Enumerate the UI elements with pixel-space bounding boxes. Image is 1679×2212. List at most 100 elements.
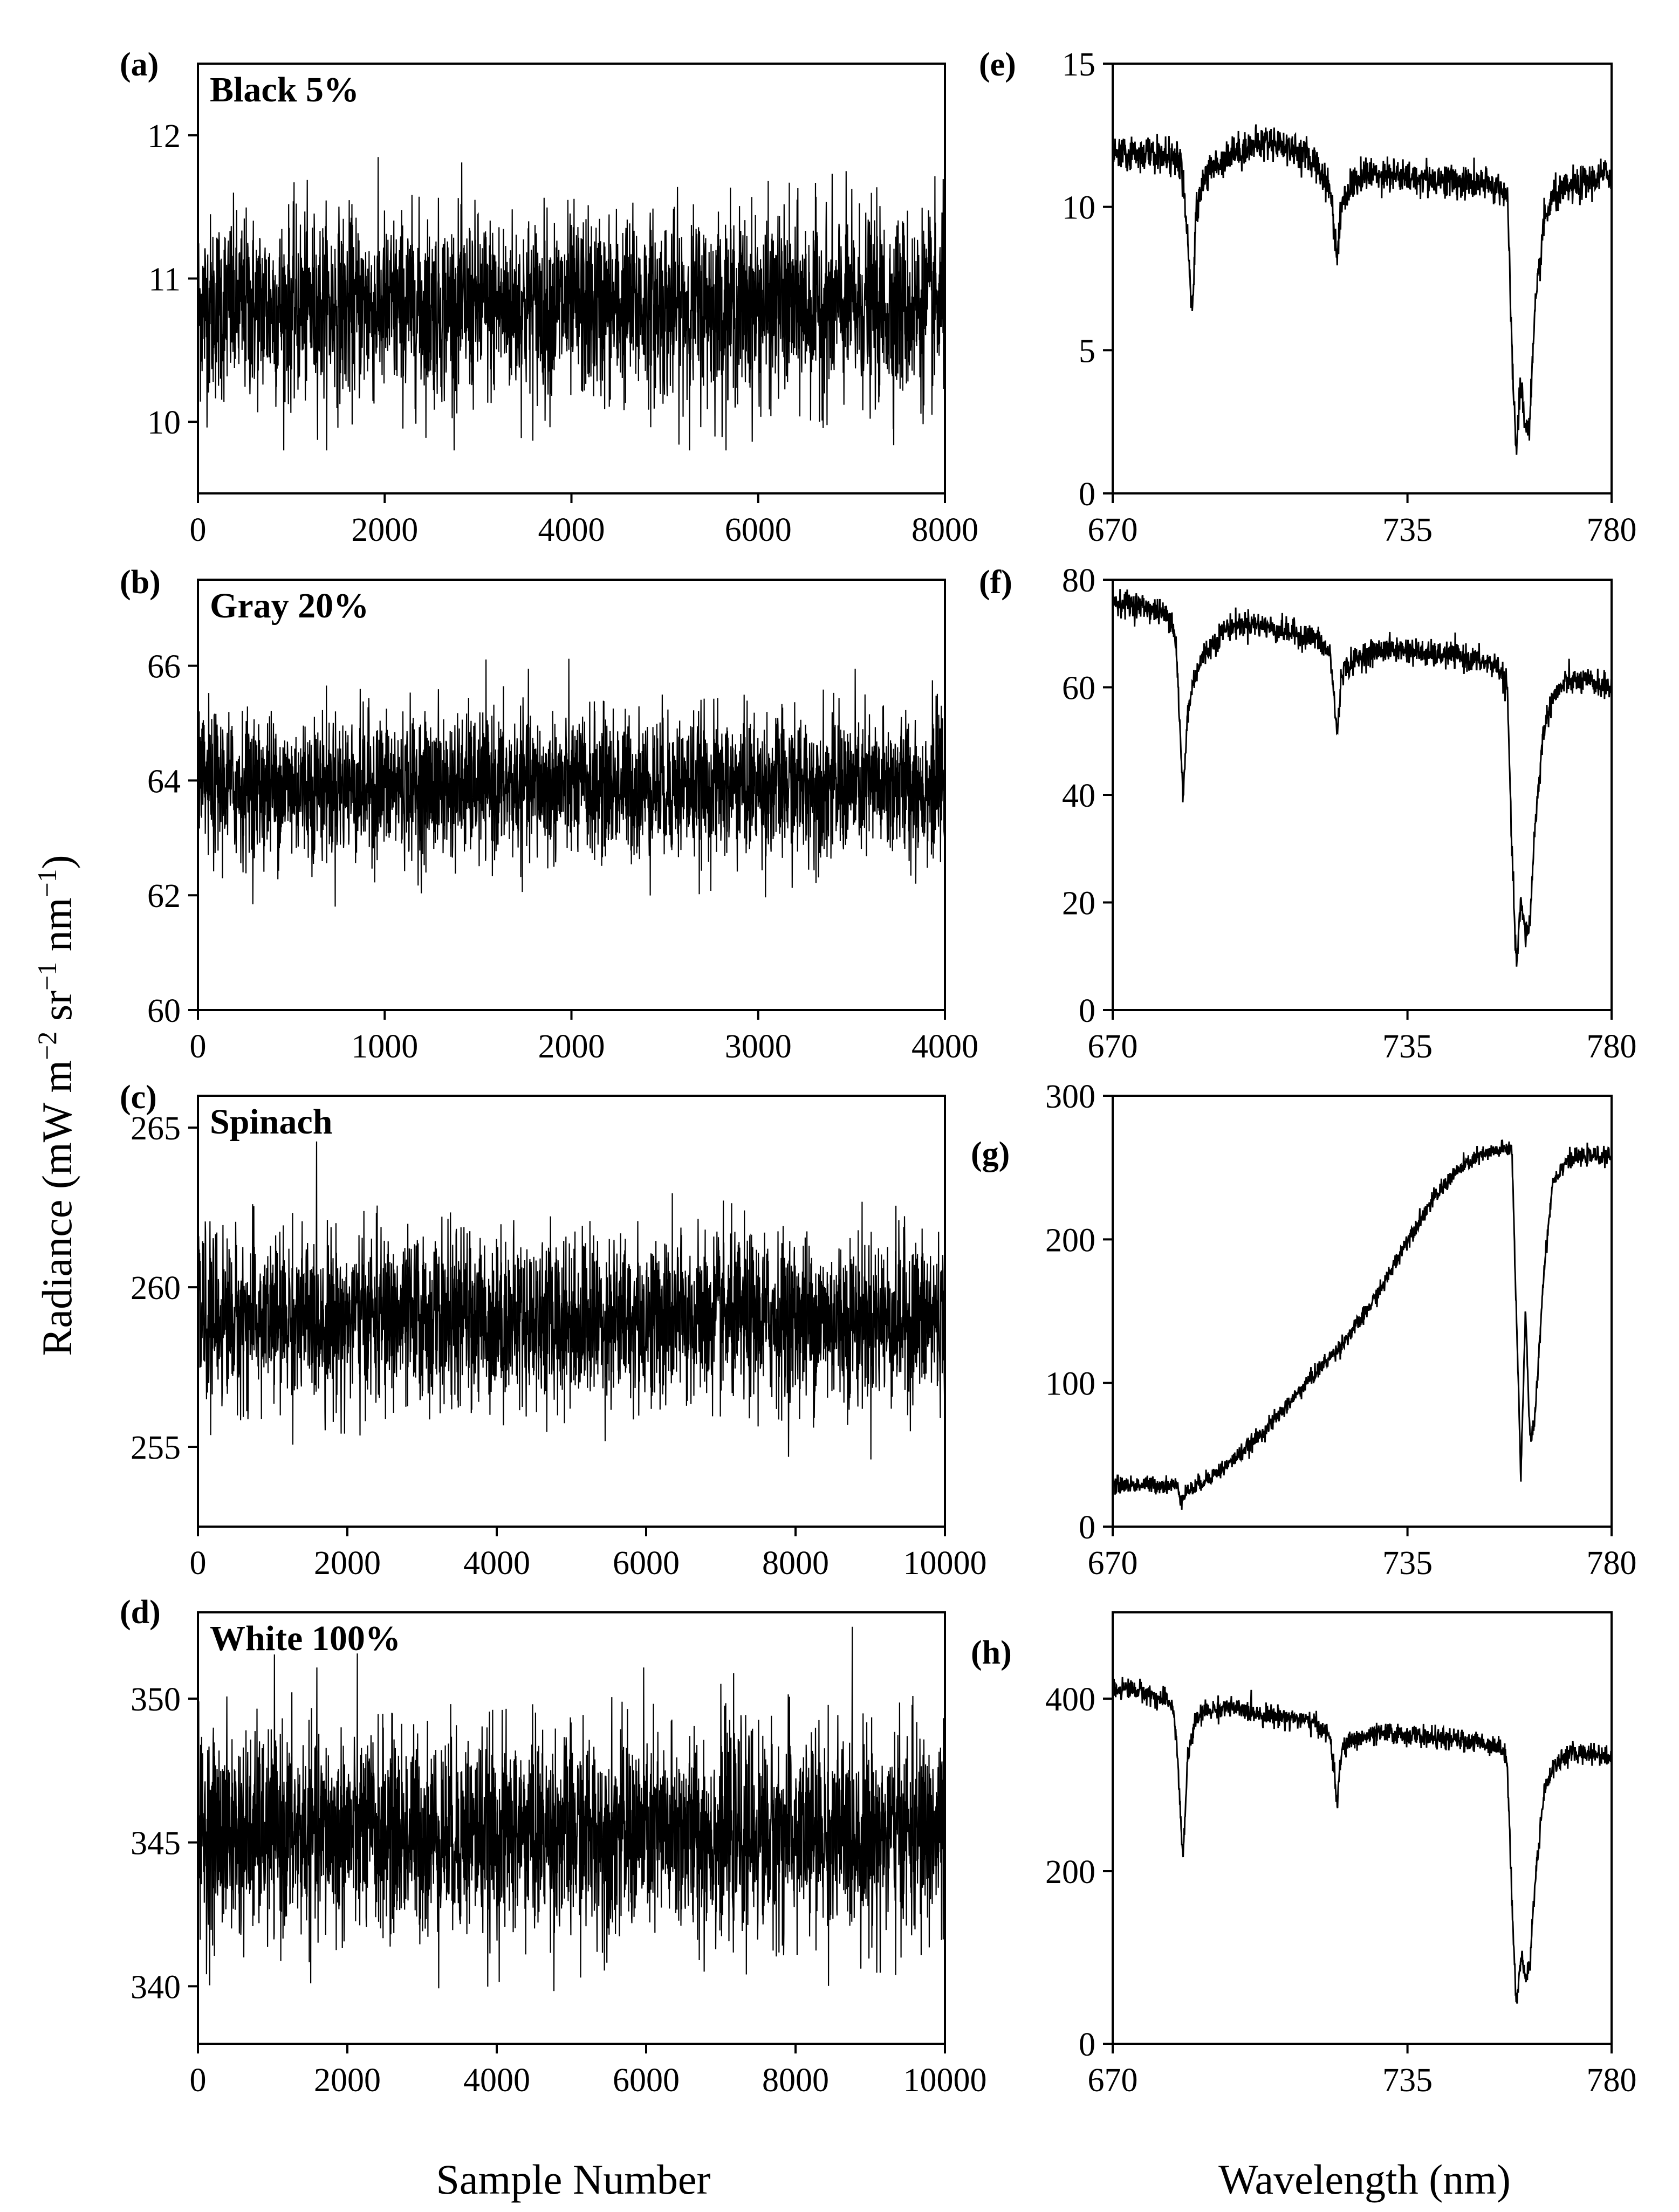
y-tick-label: 10 <box>147 404 181 441</box>
x-tick-label: 0 <box>190 512 207 548</box>
y-tick-label: 260 <box>131 1270 181 1307</box>
y-tick-label: 12 <box>147 118 181 155</box>
y-tick-label: 80 <box>1062 562 1095 599</box>
panel-letter: (h) <box>971 1634 1012 1671</box>
sample-label: Gray 20% <box>210 586 369 626</box>
y-label-main: Radiance (mW m <box>33 1060 80 1356</box>
y-tick-label: 350 <box>131 1681 181 1718</box>
y-label-sup-1: −2 <box>32 1032 62 1060</box>
x-tick-label: 10000 <box>903 2062 987 2099</box>
panel-b: 0 1000 2000 3000 4000 60 62 64 66 (b) Gray 20% <box>120 564 978 1065</box>
x-tick-label: 2000 <box>314 2062 381 2099</box>
x-tick-label: 670 <box>1088 1545 1138 1582</box>
y-tick-label: 0 <box>1079 993 1095 1029</box>
sample-label: Spinach <box>210 1102 332 1142</box>
x-tick-label: 6000 <box>725 512 792 548</box>
y-tick-label: 66 <box>147 649 181 685</box>
y-tick-label: 11 <box>148 262 181 298</box>
x-tick-label: 4000 <box>912 1028 978 1065</box>
x-tick-label: 670 <box>1088 1028 1138 1065</box>
panel-letter: (c) <box>120 1079 157 1116</box>
sample-label: Black 5% <box>210 70 359 109</box>
series-line <box>198 157 945 451</box>
x-tick-label: 6000 <box>613 2062 680 2099</box>
x-label-sample-number: Sample Number <box>436 2156 710 2203</box>
x-tick-label: 3000 <box>725 1028 792 1065</box>
y-tick-label: 15 <box>1062 46 1095 83</box>
x-tick-label: 4000 <box>538 512 605 548</box>
axes-frame <box>1112 1095 1613 1528</box>
y-tick-label: 255 <box>131 1430 181 1466</box>
y-tick-label: 60 <box>147 993 181 1029</box>
x-tick-label: 780 <box>1587 1028 1637 1065</box>
x-tick-label: 0 <box>190 1028 207 1065</box>
x-tick-label: 0 <box>190 2062 207 2099</box>
series-line <box>1113 1139 1612 1510</box>
x-tick-label: 8000 <box>762 1545 829 1582</box>
y-tick-label: 100 <box>1045 1366 1095 1403</box>
x-tick-label: 670 <box>1088 512 1138 548</box>
y-tick-label: 0 <box>1079 2026 1095 2063</box>
panel-letter: (f) <box>979 564 1012 601</box>
panel-f: 670 735 780 0 20 40 60 80 (f) <box>979 562 1637 1065</box>
shared-y-label: Radiance (mW m−2 sr−1 nm−1) <box>32 855 80 1356</box>
panel-d: 0 2000 4000 6000 8000 10000 340 345 350 (d) White … <box>120 1594 987 2099</box>
x-tick-label: 735 <box>1382 1545 1433 1582</box>
x-tick-label: 780 <box>1587 512 1637 548</box>
series-line <box>198 1141 945 1460</box>
series-line <box>1113 1677 1612 2004</box>
axes-frame <box>197 1611 946 2045</box>
x-tick-label: 735 <box>1382 512 1433 548</box>
axes-frame <box>1112 1611 1613 2045</box>
panel-letter: (b) <box>120 564 161 601</box>
y-label-sup-3: −1 <box>32 869 62 897</box>
x-tick-label: 6000 <box>613 1545 680 1582</box>
x-tick-label: 4000 <box>463 2062 530 2099</box>
x-tick-label: 780 <box>1587 1545 1637 1582</box>
x-tick-label: 8000 <box>912 512 978 548</box>
panel-h: 670 735 780 0 200 400 (h) <box>971 1611 1637 2099</box>
y-tick-label: 40 <box>1062 778 1095 814</box>
y-tick-label: 62 <box>147 878 181 915</box>
panel-a: 0 2000 4000 6000 8000 10 11 12 (a) Black 5% <box>120 46 978 548</box>
x-tick-label: 4000 <box>463 1545 530 1582</box>
x-tick-label: 735 <box>1382 1028 1433 1065</box>
series-line <box>1113 124 1612 455</box>
y-label-sup-2: −1 <box>32 962 62 991</box>
axes-frame <box>1112 579 1613 1011</box>
y-tick-label: 64 <box>147 763 181 800</box>
y-tick-label: 0 <box>1079 1509 1095 1546</box>
x-tick-label: 780 <box>1587 2062 1637 2099</box>
y-tick-label: 10 <box>1062 190 1095 226</box>
x-label-wavelength: Wavelength (nm) <box>1218 2156 1511 2203</box>
panel-letter: (e) <box>979 46 1016 83</box>
x-tick-label: 8000 <box>762 2062 829 2099</box>
y-tick-label: 345 <box>131 1825 181 1862</box>
x-tick-label: 1000 <box>351 1028 418 1065</box>
y-tick-label: 60 <box>1062 670 1095 707</box>
x-tick-label: 2000 <box>351 512 418 548</box>
y-tick-label: 200 <box>1045 1222 1095 1259</box>
y-tick-label: 400 <box>1045 1681 1095 1718</box>
y-tick-label: 20 <box>1062 885 1095 922</box>
x-tick-label: 2000 <box>314 1545 381 1582</box>
series-line <box>1113 589 1612 967</box>
sample-label: White 100% <box>210 1619 401 1658</box>
y-tick-label: 0 <box>1079 476 1095 513</box>
series-line <box>198 658 945 907</box>
x-tick-label: 735 <box>1382 2062 1433 2099</box>
panel-letter: (g) <box>971 1136 1010 1172</box>
series-line <box>198 1626 945 1991</box>
x-tick-label: 670 <box>1088 2062 1138 2099</box>
y-tick-label: 300 <box>1045 1078 1095 1115</box>
y-tick-label: 340 <box>131 1969 181 2005</box>
x-tick-label: 2000 <box>538 1028 605 1065</box>
y-tick-label: 5 <box>1079 333 1095 369</box>
y-tick-label: 265 <box>131 1110 181 1147</box>
y-label-sr: sr <box>33 991 80 1032</box>
y-label-close: ) <box>33 855 80 869</box>
x-tick-label: 10000 <box>903 1545 987 1582</box>
panel-letter: (d) <box>120 1594 161 1631</box>
